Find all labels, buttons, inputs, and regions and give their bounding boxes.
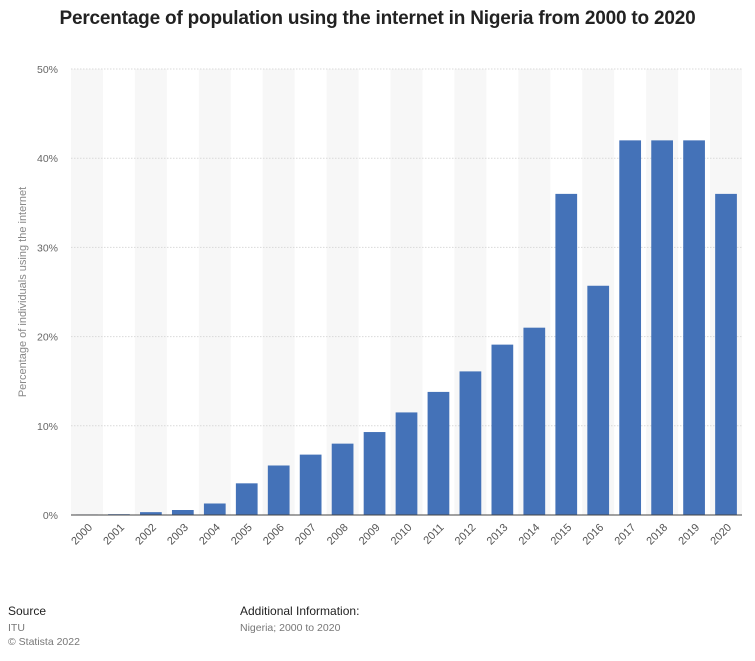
bar	[683, 140, 705, 516]
bar	[651, 140, 673, 516]
bar	[491, 344, 514, 515]
copyright-text: © Statista 2022	[8, 636, 80, 648]
column-stripe	[134, 69, 167, 515]
bar	[299, 454, 322, 515]
y-tick-label: 50%	[37, 64, 58, 76]
bar	[171, 510, 194, 515]
bar	[715, 193, 737, 515]
bar	[555, 193, 578, 515]
x-tick-label: 2014	[517, 522, 543, 548]
column-stripe	[326, 69, 359, 515]
x-tick-label: 2018	[644, 522, 670, 548]
y-tick-label: 0%	[43, 510, 58, 522]
bar	[331, 443, 354, 515]
column-stripe	[262, 69, 295, 515]
x-tick-label: 2001	[101, 522, 127, 548]
bar	[363, 432, 386, 515]
x-tick-label: 2011	[421, 522, 446, 547]
x-tick-label: 2017	[612, 522, 638, 548]
x-tick-label: 2009	[357, 522, 383, 548]
source-block: Source ITU © Statista 2022	[8, 604, 80, 649]
x-tick-label: 2012	[453, 522, 479, 548]
bar	[140, 512, 162, 515]
y-axis-label: Percentage of individuals using the inte…	[17, 187, 29, 397]
x-tick-label: 2008	[325, 522, 351, 548]
bar	[587, 285, 610, 515]
x-tick-label: 2002	[133, 522, 159, 548]
y-tick-label: 10%	[37, 421, 58, 433]
y-tick-label: 30%	[37, 242, 58, 254]
x-tick-label: 2015	[549, 522, 575, 548]
x-tick-label: 2006	[261, 522, 287, 548]
additional-info-block: Additional Information: Nigeria; 2000 to…	[240, 604, 359, 635]
bar	[395, 412, 418, 515]
bar	[267, 465, 290, 515]
x-tick-label: 2007	[293, 522, 319, 548]
x-tick-label: 2003	[165, 522, 191, 548]
chart-title: Percentage of population using the inter…	[59, 8, 696, 29]
x-tick-label: 2004	[197, 522, 223, 548]
x-tick-label: 2016	[581, 522, 607, 548]
bar	[235, 483, 258, 515]
source-heading: Source	[8, 604, 47, 618]
bar	[619, 140, 642, 516]
bar	[523, 327, 546, 515]
y-tick-label: 40%	[37, 153, 58, 165]
bar	[459, 371, 482, 515]
bar	[203, 503, 226, 515]
y-tick-label: 20%	[37, 332, 58, 344]
bar	[427, 391, 450, 515]
additional-info-text: Nigeria; 2000 to 2020	[240, 622, 341, 634]
bar-chart: 0%10%20%30%40%50%2000 2001 2002 2003 2004 200…	[17, 64, 742, 548]
column-stripe	[198, 69, 231, 515]
x-tick-label: 2000	[69, 522, 95, 548]
source-name: ITU	[8, 622, 25, 634]
x-tick-label: 2005	[229, 522, 255, 548]
x-tick-label: 2019	[676, 522, 702, 548]
column-stripe	[71, 69, 103, 515]
x-tick-label: 2020	[708, 522, 734, 548]
additional-info-heading: Additional Information:	[240, 604, 360, 618]
x-tick-label: 2013	[485, 522, 511, 548]
x-tick-label: 2010	[389, 522, 415, 548]
